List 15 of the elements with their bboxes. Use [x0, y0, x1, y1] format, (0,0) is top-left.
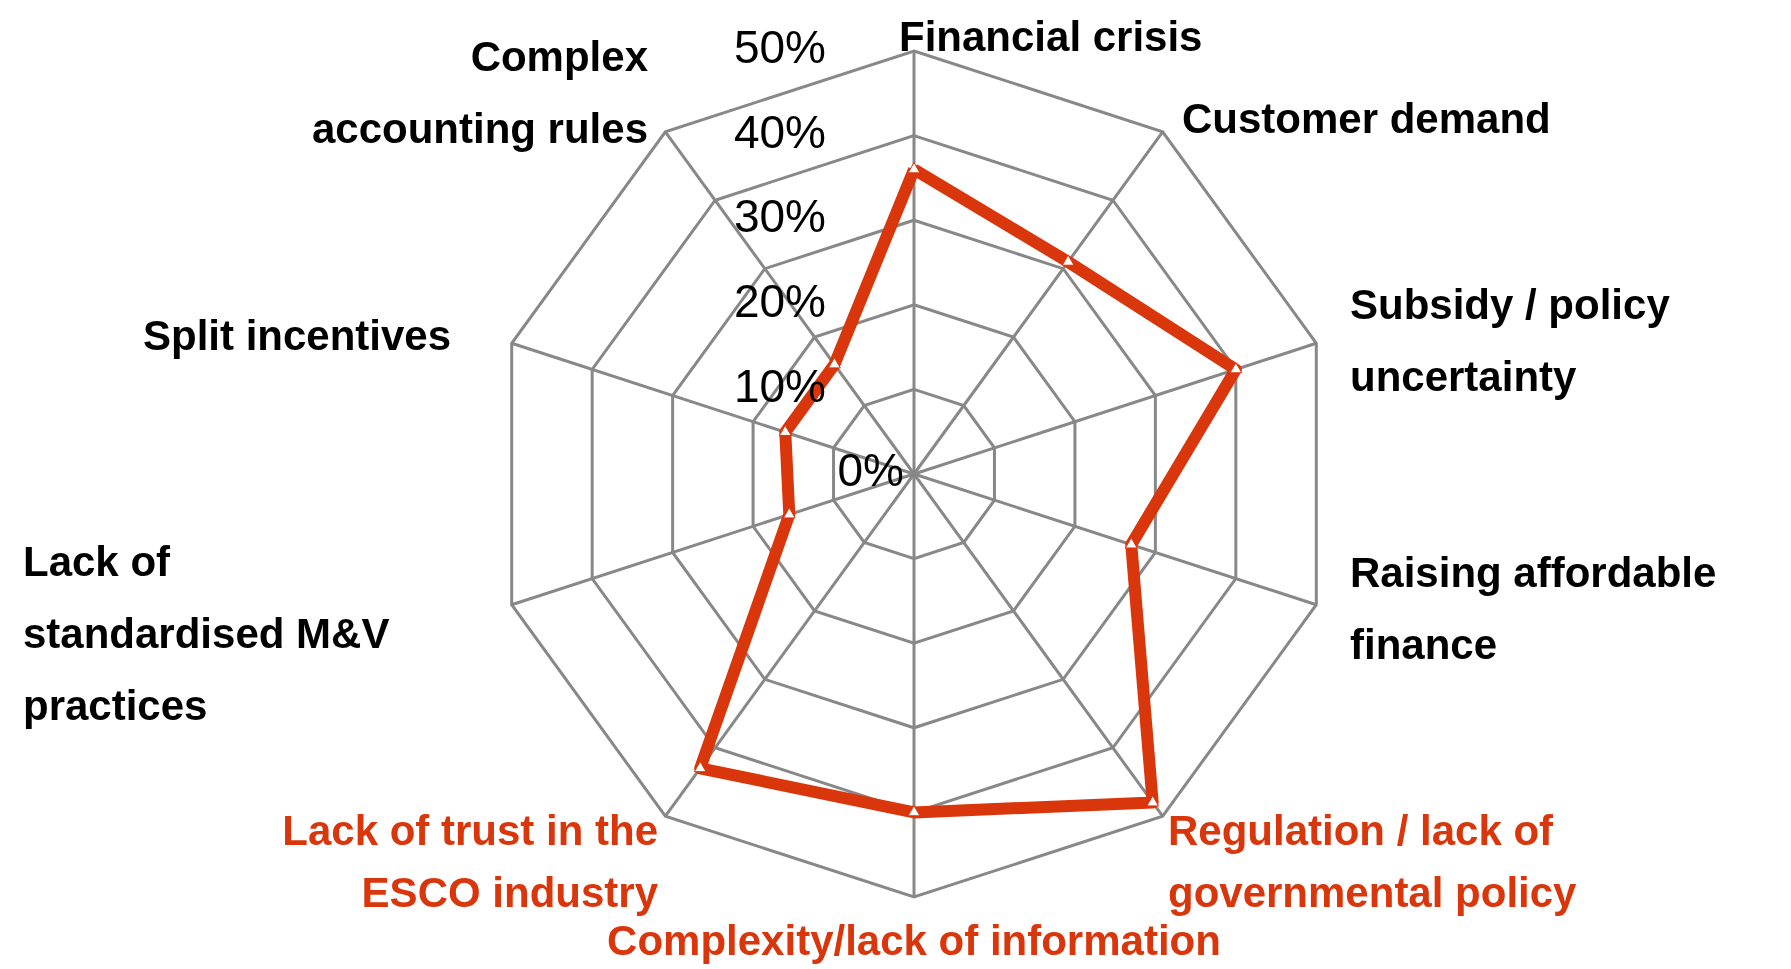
spoke-label: Raising affordable finance	[1350, 549, 1717, 669]
y-tick-label: 30%	[733, 190, 826, 243]
spoke-label: Regulation / lack of governmental policy	[1168, 807, 1578, 917]
y-tick-label: 20%	[733, 274, 826, 327]
y-tick-label: 40%	[733, 105, 826, 158]
spoke-label: Complex accounting rules	[311, 33, 649, 153]
y-tick-label: 50%	[733, 21, 826, 74]
spoke-label: Lack of trust in the ESCO industry	[282, 807, 659, 917]
spoke-label: Customer demand	[1182, 95, 1551, 143]
spoke-label: Split incentives	[143, 312, 452, 360]
spoke-label: Lack of standardised M&V practices	[23, 538, 390, 730]
y-tick-label: 0%	[837, 444, 904, 497]
spoke-label: Complexity/lack of information	[607, 917, 1221, 965]
spoke-label: Subsidy / policy uncertainty	[1350, 281, 1671, 401]
spoke-label: Financial crisis	[899, 13, 1203, 61]
